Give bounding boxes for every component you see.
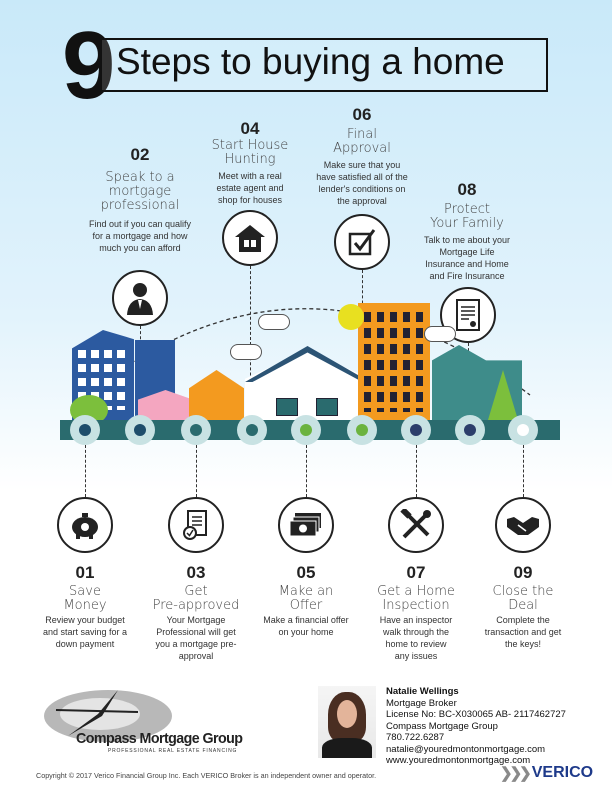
website-link[interactable]: www.youredmontonmortgage.com [386, 755, 531, 766]
company-name: Compass Mortgage Group [386, 720, 498, 732]
step-title: Deal [508, 598, 538, 613]
timeline-dot [508, 415, 538, 445]
sun [338, 304, 364, 330]
step-07: 07 Get a Home Inspection Have an inspecto… [351, 563, 481, 662]
cloud [230, 344, 262, 360]
phone-number: 780.722.6287 [386, 732, 445, 743]
step-number: 07 [406, 563, 426, 582]
piggy-bank-icon [57, 497, 113, 553]
verico-brand: VERICO [531, 764, 594, 781]
contact-info: Natalie Wellings Mortgage Broker License… [386, 686, 566, 767]
step-description: Talk to me about your Mortgage Life Insu… [423, 235, 511, 281]
timeline-dot [70, 415, 100, 445]
clipboard-icon [168, 497, 224, 553]
connector-line [523, 445, 524, 497]
step-title: Your Family [430, 216, 504, 231]
step-08: 08 Protect Your Family Talk to me about y… [402, 180, 532, 282]
step-number: 02 [130, 145, 150, 164]
step-title: mortgage [108, 184, 172, 199]
step-04: 04 Start House Hunting Meet with a real e… [185, 119, 315, 206]
broker-role: Mortgage Broker [386, 697, 457, 709]
broker-name: Natalie Wellings [386, 686, 459, 697]
step-description: Review your budget and start saving for … [42, 615, 128, 649]
timeline-dot [237, 415, 267, 445]
connector-line [306, 445, 307, 497]
timeline-dot [291, 415, 321, 445]
email-link[interactable]: natalie@youredmontonmortgage.com [386, 743, 546, 755]
step-number: 09 [513, 563, 533, 582]
step-description: Meet with a real estate agent and shop f… [216, 171, 284, 205]
handshake-icon [495, 497, 551, 553]
page-title: Steps to buying a home [116, 41, 505, 82]
step-number: 06 [352, 105, 372, 124]
connector-line [196, 445, 197, 497]
tools-icon [388, 497, 444, 553]
step-title: Pre-approved [152, 598, 240, 613]
cloud [258, 314, 290, 330]
checkbox-icon [334, 214, 390, 270]
step-description: Your Mortgage Professional will get you … [155, 615, 237, 661]
step-title: Speak to a [105, 170, 175, 185]
compass-logo: Compass Mortgage Group PROFESSIONAL REAL… [38, 686, 243, 758]
step-title: professional [100, 198, 180, 213]
step-02: 02 Speak to a mortgage professional Find o… [75, 145, 205, 254]
step-number: 08 [457, 180, 477, 199]
money-icon [278, 497, 334, 553]
connector-line [85, 445, 86, 497]
timeline-dot [125, 415, 155, 445]
step-title: Approval [333, 141, 391, 156]
connector-line [416, 445, 417, 497]
license-number: License No: BC-X030065 AB- 2117462727 [386, 709, 566, 720]
step-number: 04 [240, 119, 260, 138]
step-description: Complete the transaction and get the key… [484, 615, 562, 649]
connector-line [250, 266, 251, 416]
step-title: Inspection [382, 598, 450, 613]
step-title: Save [69, 584, 101, 599]
step-06: 06 Final Approval Make sure that you have… [297, 105, 427, 207]
step-description: Have an inspector walk through the home … [379, 615, 453, 661]
compass-icon [44, 690, 172, 742]
window [316, 398, 338, 416]
verico-chevron-icon: ❯❯❯ [500, 765, 532, 782]
step-title: Start House [211, 138, 289, 153]
step-description: Find out if you can qualify for a mortga… [88, 219, 192, 253]
logo-tagline: PROFESSIONAL REAL ESTATE FINANCING [108, 748, 238, 754]
step-number: 01 [75, 563, 95, 582]
step-09: 09 Close the Deal Complete the transactio… [458, 563, 588, 650]
step-title: Hunting [224, 152, 276, 167]
broker-photo [318, 686, 376, 758]
step-number: 05 [296, 563, 316, 582]
step-title: Get a Home [377, 584, 455, 599]
timeline-dot [181, 415, 211, 445]
cloud [424, 326, 456, 342]
step-description: Make sure that you have satisfied all of… [316, 160, 408, 206]
timeline-dot [401, 415, 431, 445]
step-title: Close the [492, 584, 554, 599]
step-03: 03 Get Pre-approved Your Mortgage Profess… [131, 563, 261, 662]
building-windows [364, 312, 424, 412]
logo-name: Compass Mortgage Group [76, 730, 243, 747]
window [276, 398, 298, 416]
verico-logo: ❯❯❯ VERICO [500, 764, 593, 782]
step-description: Make a financial offer on your home [263, 615, 349, 637]
timeline-dot [347, 415, 377, 445]
person-icon [112, 270, 168, 326]
title-box [100, 38, 548, 92]
step-title: Protect [444, 202, 490, 217]
step-title: Offer [289, 598, 323, 613]
step-title: Money [63, 598, 107, 613]
step-title: Make an [278, 584, 334, 599]
step-number: 03 [186, 563, 206, 582]
title-number: 9 [62, 12, 115, 119]
step-05: 05 Make an Offer Make a financial offer o… [241, 563, 371, 638]
step-title: Get [184, 584, 208, 599]
timeline-dot [455, 415, 485, 445]
house-icon [222, 210, 278, 266]
step-01: 01 Save Money Review your budget and star… [20, 563, 150, 650]
step-title: Final [347, 127, 377, 142]
copyright: Copyright © 2017 Verico Financial Group … [36, 771, 377, 780]
